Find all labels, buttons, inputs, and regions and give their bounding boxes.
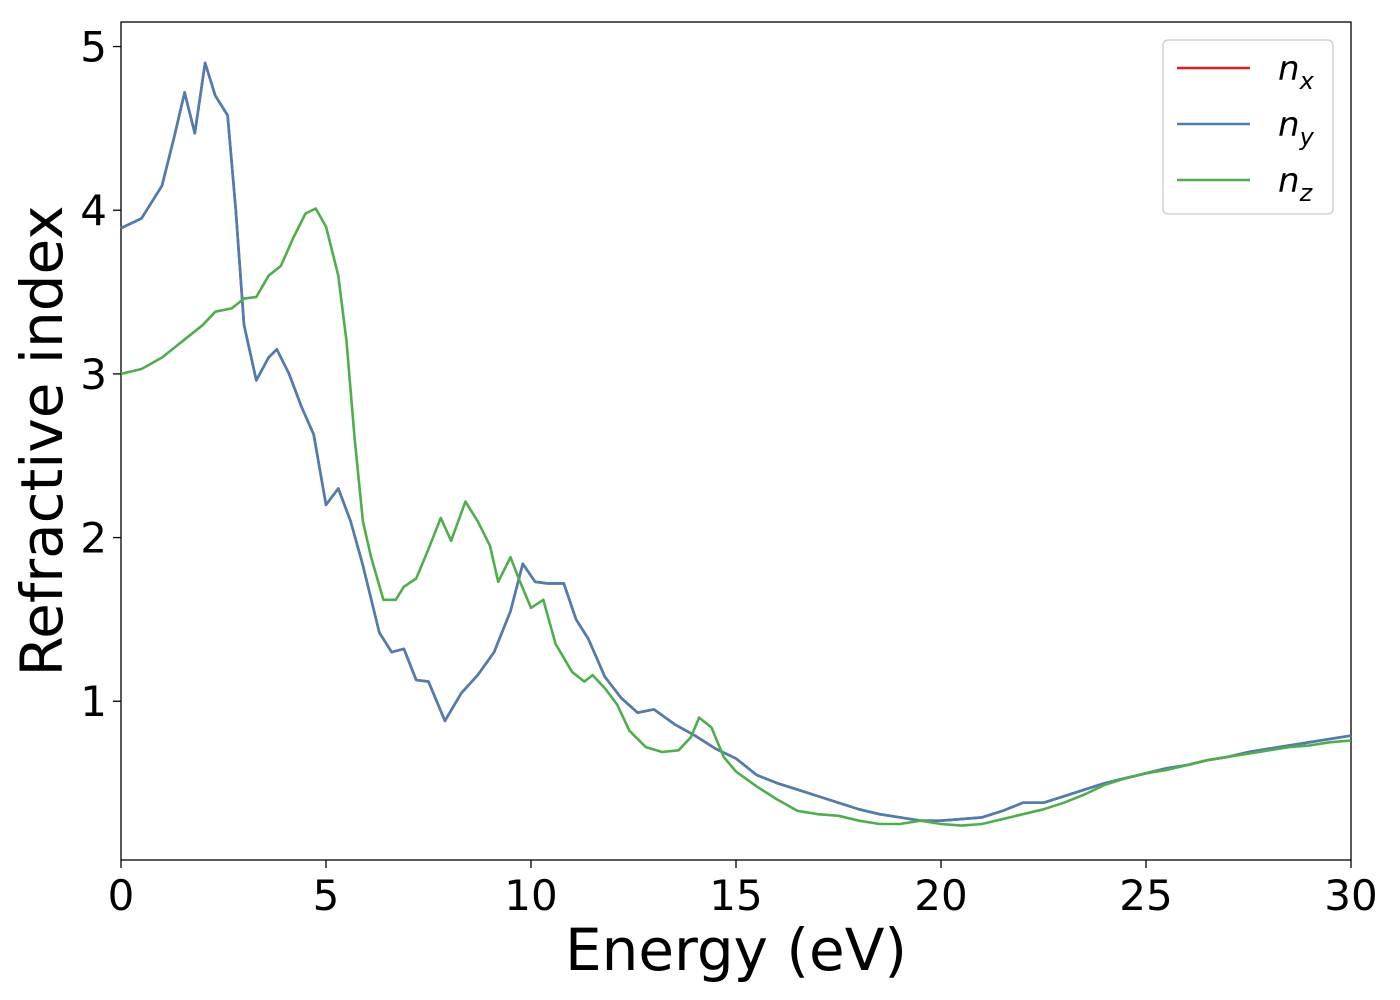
- y-tick-label: 2: [80, 514, 107, 563]
- y-tick-label: 4: [80, 186, 107, 235]
- x-tick-label: 15: [709, 871, 762, 920]
- y-axis-label: Refractive index: [8, 205, 76, 676]
- legend-label-n-z: nz: [1278, 161, 1314, 207]
- series-lines: [120, 61, 1352, 827]
- x-tick-label: 20: [914, 871, 967, 920]
- x-tick-label: 25: [1119, 871, 1172, 920]
- x-tick-label: 10: [504, 871, 557, 920]
- legend-frame: [1162, 39, 1334, 215]
- x-axis-label: Energy (eV): [565, 916, 907, 984]
- y-axis-ticks: 1 2 3 4 5: [80, 23, 121, 726]
- y-tick-label: 3: [80, 350, 107, 399]
- x-tick-label: 30: [1324, 871, 1377, 920]
- y-tick-label: 5: [80, 23, 107, 72]
- y-tick-label: 1: [80, 677, 107, 726]
- x-axis-ticks: 0 5 10 15 20 25 30: [108, 860, 1378, 920]
- legend-label-n-x: nx: [1278, 49, 1315, 95]
- series-line-n-z: [120, 207, 1352, 827]
- x-tick-label: 0: [108, 871, 135, 920]
- series-line-n-y: [120, 61, 1352, 822]
- x-tick-label: 5: [313, 871, 340, 920]
- legend-label-n-y: ny: [1278, 105, 1315, 151]
- legend: nx ny nz: [1162, 39, 1334, 215]
